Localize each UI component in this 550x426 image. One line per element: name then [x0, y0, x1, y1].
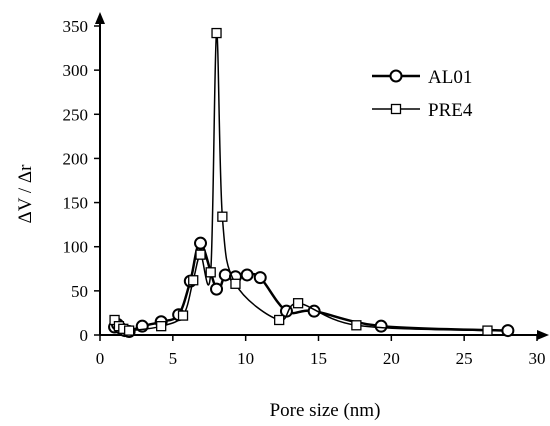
legend-item-pre4: PRE4	[372, 100, 473, 121]
y-tick-label: 300	[63, 61, 89, 80]
data-point-pre4	[274, 314, 285, 326]
data-point-pre4	[482, 325, 493, 336]
data-point-pre4	[205, 267, 216, 278]
legend: AL01 PRE4	[372, 67, 473, 121]
y-axis-arrow	[95, 12, 105, 24]
legend-label-pre4: PRE4	[428, 100, 473, 121]
data-point-al01	[194, 236, 208, 250]
y-tick-label: 50	[71, 282, 88, 301]
data-point-pre4	[177, 310, 189, 321]
x-axis-label: Pore size (nm)	[270, 400, 381, 421]
series-pre4	[109, 27, 493, 336]
x-tick-label: 25	[456, 349, 473, 368]
data-point-al01	[210, 282, 224, 296]
series-layer	[108, 27, 515, 338]
y-tick-label: 250	[63, 105, 89, 124]
x-tick-label: 30	[529, 349, 546, 368]
y-tick-label: 100	[63, 238, 89, 257]
legend-marker-square-icon	[390, 103, 402, 115]
data-point-pre4	[292, 298, 304, 309]
x-tick-label: 0	[96, 349, 105, 368]
data-point-al01	[253, 271, 267, 285]
data-point-al01	[240, 268, 254, 282]
data-point-pre4	[230, 278, 241, 289]
data-point-pre4	[188, 275, 199, 286]
legend-item-al01: AL01	[372, 67, 472, 88]
x-tick-label: 20	[383, 349, 400, 368]
legend-label-al01: AL01	[428, 67, 472, 88]
data-point-pre4	[195, 249, 206, 260]
y-tick-label: 350	[63, 17, 89, 36]
x-tick-label: 15	[310, 349, 327, 368]
data-point-pre4	[211, 27, 222, 39]
legend-marker-circle-icon	[389, 69, 403, 83]
data-point-al01	[374, 319, 388, 333]
y-axis-label: ΔV / Δr	[15, 164, 36, 224]
y-tick-label: 0	[80, 326, 89, 345]
x-tick-label: 10	[237, 349, 254, 368]
x-tick-label: 5	[169, 349, 178, 368]
data-point-pre4	[123, 325, 135, 336]
data-point-pre4	[156, 321, 167, 332]
series-al01	[108, 236, 515, 338]
x-axis-arrow	[537, 330, 549, 340]
y-tick-label: 200	[63, 149, 89, 168]
axes	[95, 12, 549, 340]
data-point-pre4	[351, 320, 362, 331]
y-tick-label: 150	[63, 194, 89, 213]
data-point-al01	[501, 324, 515, 338]
data-point-pre4	[217, 211, 228, 222]
